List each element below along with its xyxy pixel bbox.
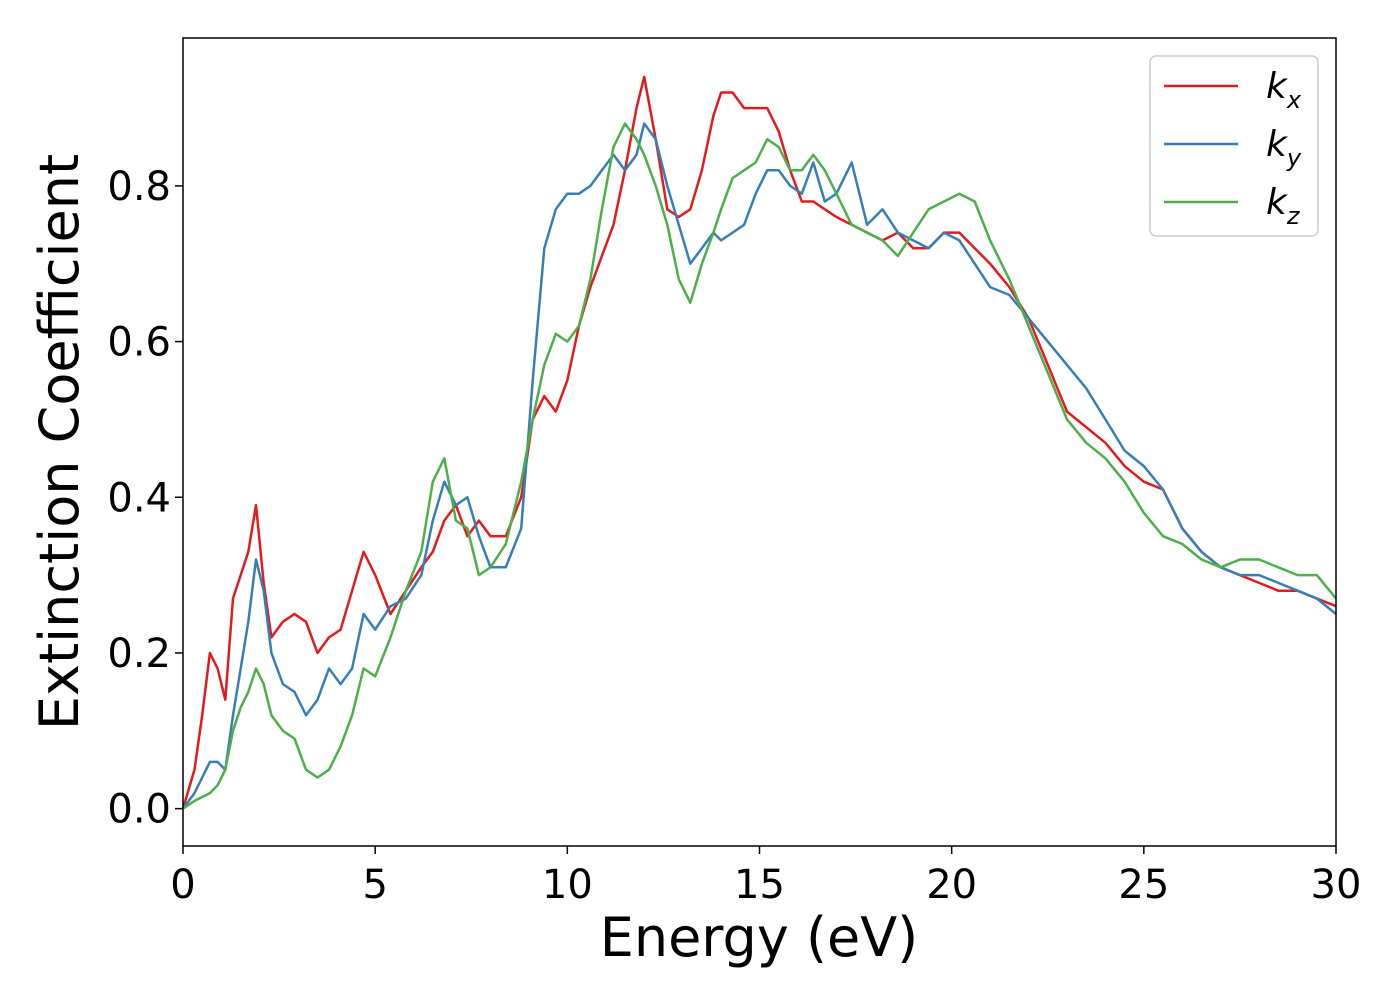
legend-label-subscript: z	[1286, 202, 1301, 230]
y-tick-label: 0.6	[107, 320, 171, 366]
y-axis-ticks: 0.0 0.2 0.4 0.6 0.8	[107, 164, 183, 833]
legend-label-kz: kz	[1266, 182, 1301, 230]
legend-label-base: k	[1266, 182, 1289, 223]
series-line-ky	[181, 122, 1337, 810]
y-tick-label: 0.2	[107, 631, 171, 677]
legend-label-kx: kx	[1266, 66, 1302, 114]
y-tick-label: 0.8	[107, 164, 171, 210]
legend-label-ky: ky	[1266, 124, 1302, 172]
x-tick-label: 30	[1311, 862, 1362, 908]
legend-label-base: k	[1266, 66, 1289, 107]
legend-box	[1149, 55, 1319, 237]
x-tick-label: 0	[170, 862, 195, 908]
x-tick-label: 25	[1118, 862, 1169, 908]
x-tick-label: 20	[926, 862, 977, 908]
x-axis-title: Energy (eV)	[600, 906, 919, 969]
legend-label-subscript: y	[1286, 144, 1302, 172]
legend-label-subscript: x	[1286, 86, 1302, 114]
y-tick-label: 0.4	[107, 475, 171, 521]
legend-label-base: k	[1266, 124, 1289, 165]
x-tick-label: 5	[362, 862, 387, 908]
x-axis-ticks: 0 5 10 15 20 25 30	[170, 846, 1361, 908]
x-tick-label: 10	[542, 862, 593, 908]
x-tick-label: 15	[734, 862, 785, 908]
y-tick-label: 0.0	[107, 787, 171, 833]
series-lines	[181, 75, 1337, 810]
y-axis-title: Extinction Coefficient	[28, 154, 91, 730]
series-line-kx	[181, 75, 1337, 809]
series-line-kz	[182, 122, 1337, 810]
